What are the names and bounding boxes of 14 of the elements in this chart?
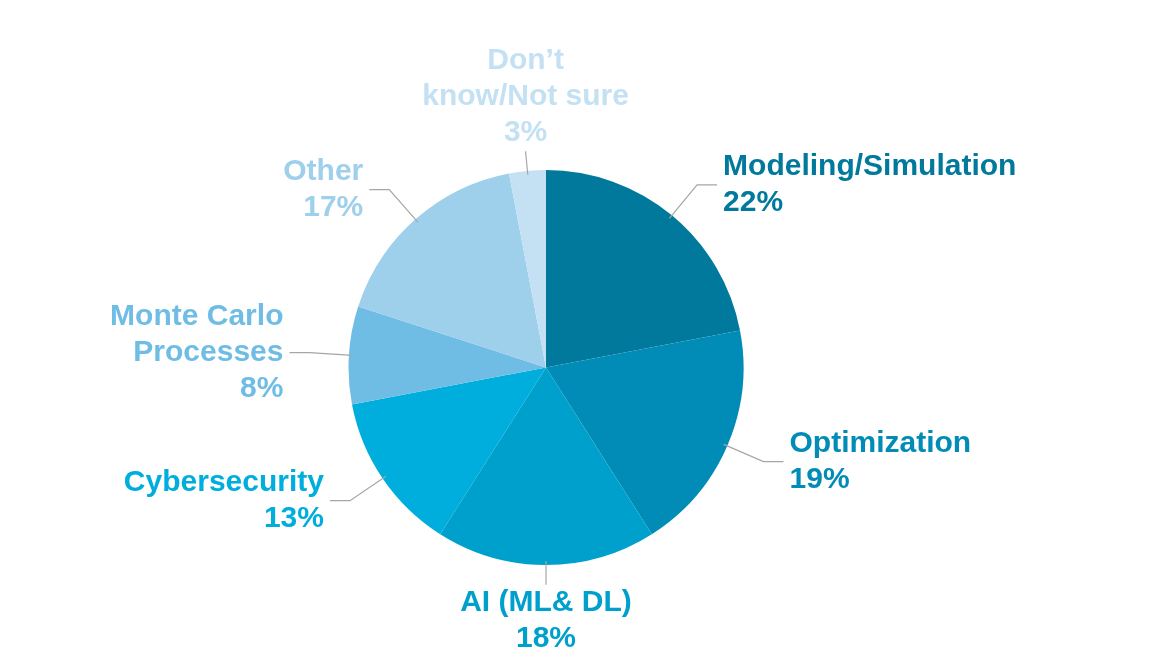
data-label: 13%	[263, 499, 324, 533]
slice-label: AI (ML& DL)	[460, 584, 632, 618]
data-label: 19%	[789, 460, 850, 494]
slice-label: Modeling/Simulation	[723, 148, 1017, 182]
slice-label: Monte Carlo Processes	[110, 297, 284, 367]
data-label: 17%	[303, 188, 364, 222]
data-label: 18%	[515, 620, 577, 654]
slice-label: Cybersecurity	[123, 463, 325, 497]
data-label: 22%	[723, 184, 784, 218]
slice-label: Optimization	[789, 424, 972, 458]
slice-label: Don’t know/Not sure	[422, 42, 629, 112]
data-label: 8%	[240, 369, 284, 403]
data-label: 3%	[503, 114, 548, 148]
slice-label: Other	[283, 152, 364, 186]
